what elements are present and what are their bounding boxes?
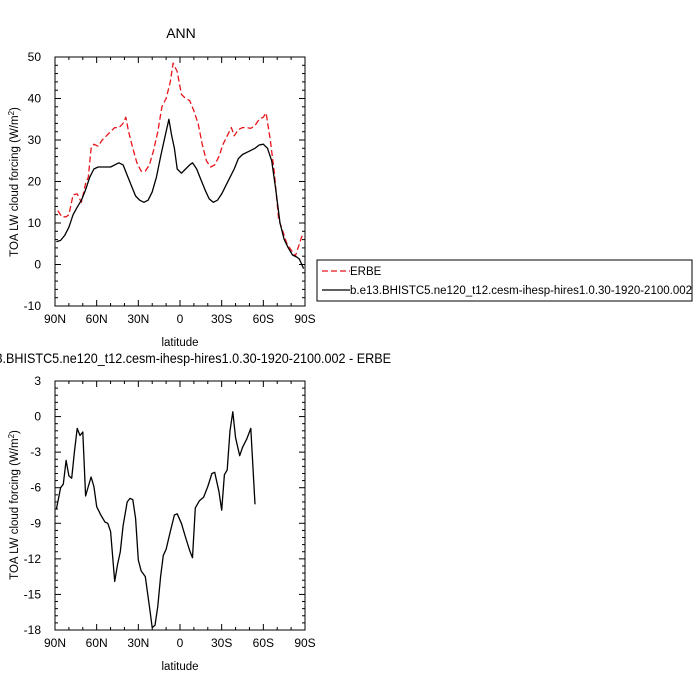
tick-labels: 90N 60N 30N 0 30S 60S 90S -10 0 10 20 30 40 50 [24,50,316,326]
y-axis-title-main: TOA LW cloud forcing (W/m [9,115,21,256]
legend-label-erbe: ERBE [350,266,382,278]
x-tick-label: 30N [127,312,149,326]
x-tick-label: 30N [127,636,149,650]
y-axis-title-main: TOA LW cloud forcing (W/m [9,438,21,579]
x-tick-label: 60S [253,312,274,326]
axes-ticks [54,380,306,631]
y-tick-label: 0 [34,258,41,272]
y-tick-label: 50 [28,50,42,64]
y-tick-label: 0 [34,410,41,424]
y-tick-label: -15 [24,587,42,601]
y-axis-title-tail: ) [9,430,21,434]
y-tick-label: -12 [24,552,42,566]
legend: ERBE b.e13.BHISTC5.ne120_t12.cesm-ihesp-… [316,259,693,302]
x-tick-label: 30S [211,312,232,326]
chart-title: b.e13.BHISTC5.ne120_t12.cesm-ihesp-hires… [0,350,391,366]
x-axis-title: latitude [161,337,198,349]
series-group [56,62,305,269]
plot-frame [54,380,306,631]
x-tick-label: 0 [177,636,184,650]
y-tick-label: -10 [24,299,42,313]
y-tick-label: 20 [28,175,42,189]
y-tick-label: -18 [24,623,42,637]
plot-frame [54,56,306,307]
y-axis-title-sup: 2 [7,433,16,438]
chart-panel-bottom: b.e13.BHISTC5.ne120_t12.cesm-ihesp-hires… [0,350,391,673]
x-tick-label: 0 [177,312,184,326]
series-line-difference [55,411,256,629]
x-tick-label: 90N [44,636,66,650]
tick-labels: 90N 60N 30N 0 30S 60S 90S -18 -15 -12 -9 -6 -3 0 3 [24,374,316,650]
x-axis-title: latitude [161,661,198,673]
y-tick-label: 3 [34,374,41,388]
x-tick-label: 60N [86,636,108,650]
series-group [55,411,256,629]
series-line-model [56,118,305,269]
y-tick-label: 30 [28,133,42,147]
chart-panel-top: ANN 90N 60N 30N 0 30S 60S 90S -10 0 10 20 30 40 50 la… [7,25,316,349]
y-tick-label: -3 [30,445,41,459]
x-tick-label: 60S [253,636,274,650]
y-tick-label: -6 [30,481,41,495]
chart-title: ANN [166,25,196,41]
x-tick-label: 90S [294,636,315,650]
y-axis-title: TOA LW cloud forcing (W/m2) [7,430,22,580]
y-tick-label: -9 [30,516,41,530]
x-tick-label: 30S [211,636,232,650]
y-tick-label: 10 [28,216,42,230]
legend-label-model: b.e13.BHISTC5.ne120_t12.cesm-ihesp-hires… [350,285,692,297]
y-axis-title-tail: ) [9,107,21,111]
y-axis-title: TOA LW cloud forcing (W/m2) [7,107,22,257]
axes-ticks [54,56,306,307]
x-tick-label: 90N [44,312,66,326]
legend-box [316,259,693,302]
x-tick-label: 90S [294,312,315,326]
y-axis-title-sup: 2 [7,110,16,115]
x-tick-label: 60N [86,312,108,326]
series-line-erbe [57,62,303,257]
y-tick-label: 40 [28,92,42,106]
